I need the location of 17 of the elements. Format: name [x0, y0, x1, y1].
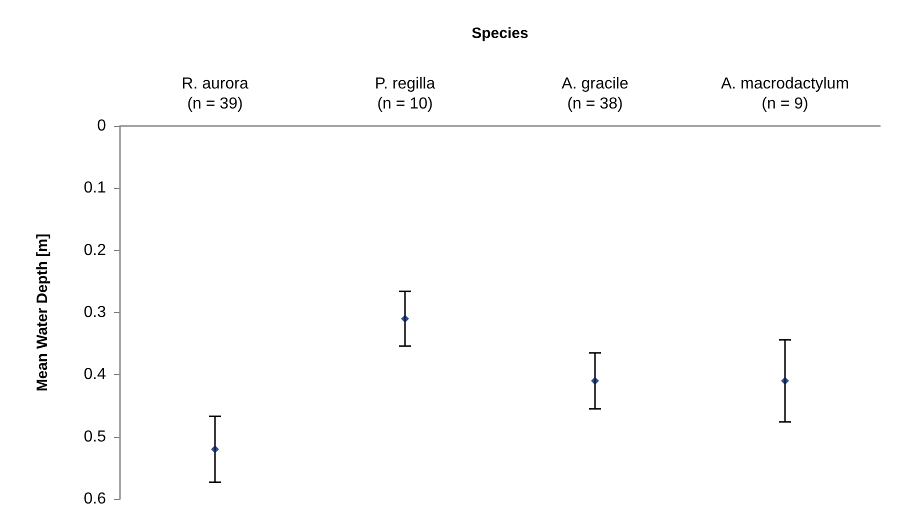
y-tick-label: 0.4	[84, 366, 106, 384]
x-axis-title: Species	[472, 25, 528, 42]
point	[591, 376, 599, 385]
x-tick-label: R. aurora (n = 39)	[182, 76, 248, 112]
x-tick-label: A. gracile (n = 38)	[562, 76, 628, 112]
y-tick-label: 0.3	[84, 304, 106, 321]
y-tick-label: 0.2	[84, 242, 106, 259]
y-tick-label: 0	[97, 118, 106, 134]
y-axis-title: Mean Water Depth [m]	[34, 234, 51, 392]
y-tick-label: 0.5	[84, 428, 106, 446]
y-tick-label: 0.1	[84, 180, 106, 197]
point	[211, 445, 219, 454]
point	[781, 376, 789, 385]
x-tick-label: P. regilla (n = 10)	[374, 76, 436, 112]
y-tick-label: 0.6	[84, 490, 106, 508]
x-tick-label: A. macrodactylum (n = 9)	[720, 76, 850, 112]
point	[401, 314, 409, 323]
